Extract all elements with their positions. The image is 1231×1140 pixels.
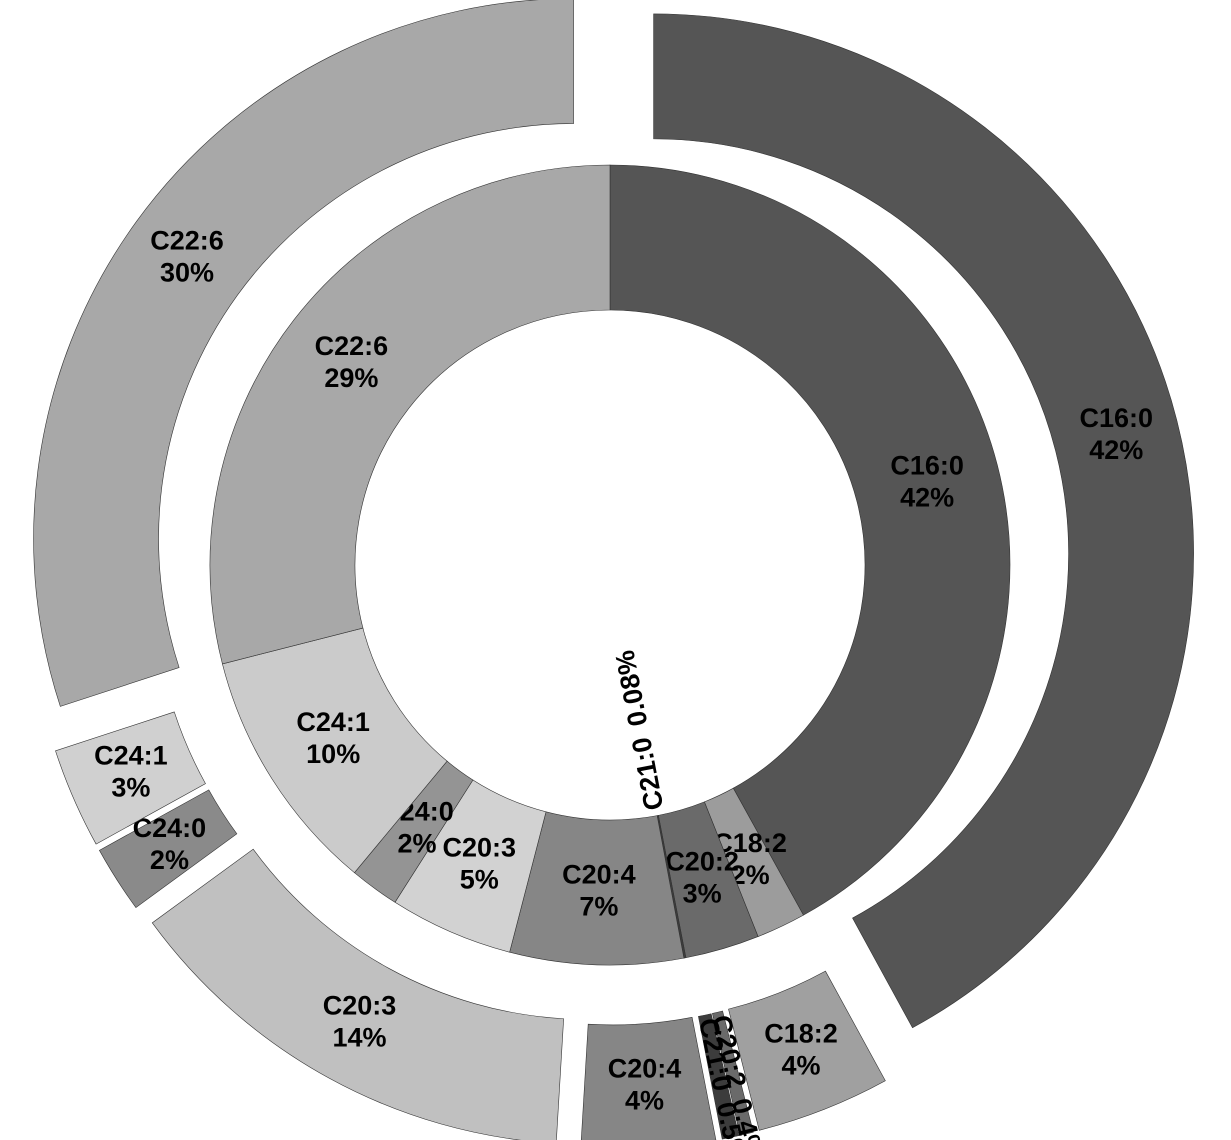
segment-name: C22:6 xyxy=(150,225,224,255)
donut-segment xyxy=(609,164,1011,916)
segment-value: 42% xyxy=(1089,435,1143,465)
donut-segment xyxy=(728,970,886,1131)
segment-value: 29% xyxy=(324,363,378,393)
segment-value: 2% xyxy=(397,829,436,859)
segment-value: 7% xyxy=(579,891,618,921)
segment-value: 30% xyxy=(160,257,214,287)
segment-name: C20:4 xyxy=(562,859,636,889)
segment-label: C21:0 0.08% xyxy=(610,648,670,813)
donut-segment xyxy=(33,0,574,707)
segment-value: 5% xyxy=(460,864,499,894)
segment-value: 10% xyxy=(306,739,360,769)
segment-name: C20:2 xyxy=(665,846,739,876)
segment-value: 42% xyxy=(900,482,954,512)
segment-name: C18:2 xyxy=(764,1018,838,1048)
segment-name: C16:0 xyxy=(890,450,964,480)
donut-segment xyxy=(712,1010,754,1136)
segment-value: 14% xyxy=(332,1023,386,1053)
segment-value: 2% xyxy=(150,845,189,875)
segment-name: C22:6 xyxy=(315,331,389,361)
segment-value: 3% xyxy=(683,878,722,908)
donut-segment xyxy=(98,789,238,908)
segment-name: C24:0 xyxy=(133,813,207,843)
segment-value: 3% xyxy=(111,773,150,803)
donut-segment xyxy=(209,164,611,665)
segment-name: C16:0 xyxy=(1079,403,1153,433)
segment-value: 4% xyxy=(625,1085,664,1115)
segment-name: C20:3 xyxy=(443,832,517,862)
donut-segment xyxy=(151,848,564,1140)
segment-name: C20:3 xyxy=(323,991,397,1021)
segment-name: C18:2 xyxy=(713,828,787,858)
segment-name: C20:4 xyxy=(608,1053,682,1083)
segment-name: C24:1 xyxy=(296,707,370,737)
segment-name: C21:0 xyxy=(626,735,669,813)
donut-segment xyxy=(55,711,206,845)
segment-value: 0.08% xyxy=(610,648,654,729)
donut-segment xyxy=(580,1016,717,1140)
donut-segment xyxy=(653,13,1194,1029)
segment-value: 4% xyxy=(781,1050,820,1080)
segment-name: C24:1 xyxy=(94,741,168,771)
donut-segment xyxy=(698,1013,740,1140)
